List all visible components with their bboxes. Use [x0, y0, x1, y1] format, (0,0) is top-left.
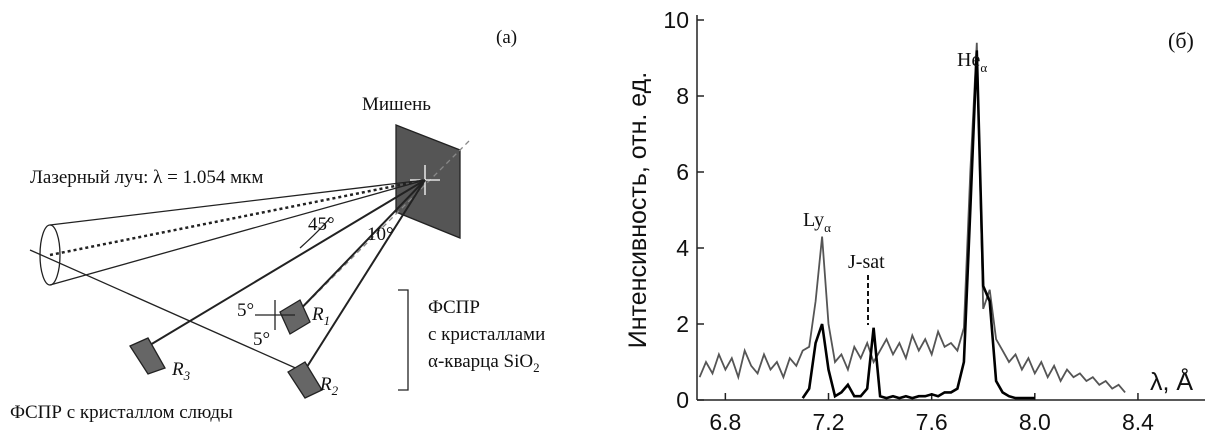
annotation-sub: α: [980, 60, 987, 75]
bracket: [398, 289, 409, 391]
quartz-label: ФСПР: [428, 297, 480, 318]
y-tick-label: 8: [676, 83, 689, 109]
quartz-label: с кристаллами: [428, 324, 545, 345]
panel-label: (б): [1168, 28, 1194, 53]
x-tick-label: 7.6: [916, 409, 948, 435]
annotation: J-sat: [848, 251, 885, 273]
quartz-label: α-кварца SiO2: [428, 351, 540, 375]
beam-edge: [49, 179, 426, 226]
annotation: Lyα: [803, 209, 831, 235]
rowland: [29, 249, 301, 371]
x-tick-label: 6.8: [709, 409, 741, 435]
laser-label: Лазерный луч: λ = 1.054 мкм: [30, 167, 263, 188]
crystal-r1: [279, 299, 311, 335]
y-tick-label: 0: [676, 387, 689, 413]
chart: 0 2 4 6 8 10 6.8 7.2 7.6 8.0 8.4 Интенсивность, отн…: [624, 7, 1205, 435]
ray-r2: [304, 179, 426, 371]
annotation-sub: α: [824, 220, 831, 235]
angle-label: 5°: [253, 329, 270, 350]
annotation-text: He: [957, 49, 980, 71]
angle-label: 10°: [367, 224, 394, 245]
y-axis-label: Интенсивность, отн. ед.: [624, 72, 652, 348]
angle-label: 5°: [237, 300, 254, 321]
annotation-text: J-sat: [848, 251, 885, 273]
crystal-r2: [287, 361, 323, 399]
diagram: (a) Мишень Лазерный луч: λ = 1.054 мкм 4…: [10, 27, 545, 423]
y-tick-label: 6: [676, 159, 689, 185]
annotation-text: Ly: [803, 209, 824, 231]
crystal-r3: [129, 337, 166, 375]
y-tick-label: 2: [676, 311, 689, 337]
ray-r3: [149, 179, 426, 346]
angle-label: 45°: [308, 214, 335, 235]
x-tick-label: 8.0: [1019, 409, 1051, 435]
spectrum-line: [801, 50, 1035, 400]
annotation: Heα: [957, 49, 987, 75]
x-tick-label: 8.4: [1122, 409, 1154, 435]
crystal-label: R1: [311, 304, 330, 328]
mica-label: ФСПР с кристаллом слюды: [10, 402, 233, 423]
x-tick-label: 7.2: [813, 409, 845, 435]
x-axis-label: λ, Å: [1150, 366, 1193, 396]
target-label: Мишень: [362, 94, 431, 115]
y-tick-label: 10: [663, 7, 689, 33]
ray-r1: [289, 179, 426, 321]
panel-label: (a): [496, 27, 517, 48]
y-tick-label: 4: [676, 235, 689, 261]
beam-axis: [49, 178, 426, 257]
arc-45: [299, 217, 331, 249]
beam-edge: [49, 179, 426, 286]
spectrum-line: [698, 42, 1126, 393]
crystal-label: R3: [171, 359, 191, 383]
crystal-label: R2: [319, 374, 339, 398]
